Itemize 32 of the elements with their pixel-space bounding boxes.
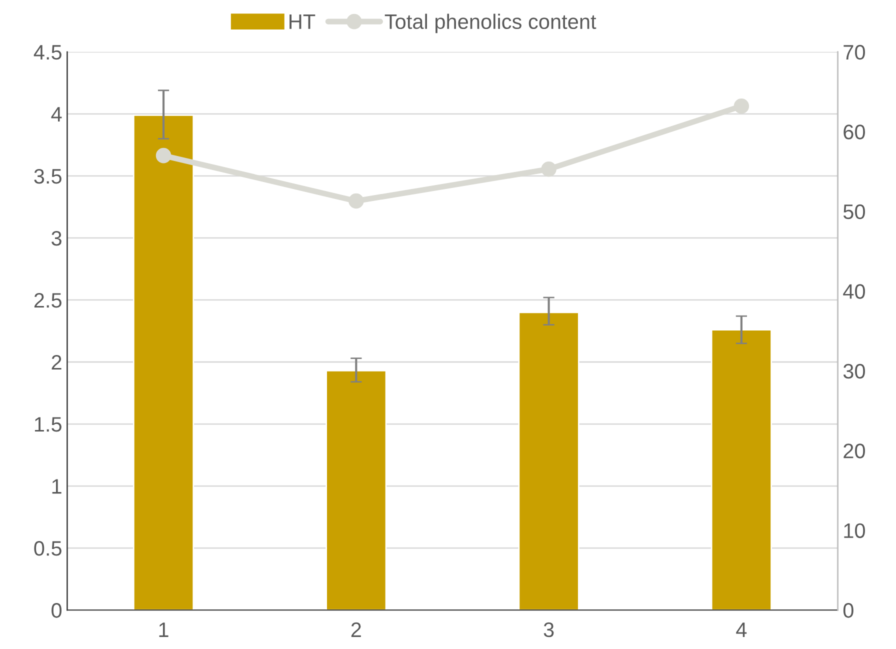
y2-tick-label: 40 — [843, 284, 865, 299]
legend-label: Total phenolics content — [384, 14, 596, 34]
x-tick-label: 4 — [736, 622, 747, 637]
y2-tick-label: 20 — [844, 444, 865, 458]
y-tick-label: 3.5 — [34, 168, 62, 184]
y-tick-label: 4.5 — [34, 45, 62, 60]
y-tick-label: 0 — [52, 603, 62, 618]
y2-tick-label: 30 — [843, 364, 865, 379]
legend-label: HT — [290, 14, 316, 29]
y2-tick-label: 50 — [843, 204, 865, 220]
y-tick-label: 1 — [52, 479, 62, 494]
point — [156, 148, 172, 164]
point — [541, 161, 556, 177]
y-tick-label: 3 — [52, 230, 62, 246]
y-tick-label: 2.5 — [34, 292, 62, 308]
bar — [132, 114, 194, 610]
bar — [518, 312, 580, 610]
y2-tick-label: 0 — [843, 603, 854, 618]
y-tick-label: 4 — [51, 107, 62, 122]
point — [734, 98, 750, 114]
x-tick-label: 2 — [351, 622, 361, 637]
y-tick-label: 0.5 — [34, 541, 62, 556]
x-tick-label: 3 — [544, 622, 554, 638]
y-tick-label: 2 — [52, 355, 62, 370]
bar — [326, 370, 387, 610]
x-tick-label: 1 — [159, 622, 168, 637]
y2-tick-label: 70 — [844, 44, 865, 60]
y2-tick-label: 60 — [844, 124, 865, 140]
bar — [710, 329, 772, 610]
y-tick-label: 1.5 — [34, 417, 62, 432]
point — [348, 193, 364, 209]
y2-tick-label: 10 — [844, 523, 865, 538]
